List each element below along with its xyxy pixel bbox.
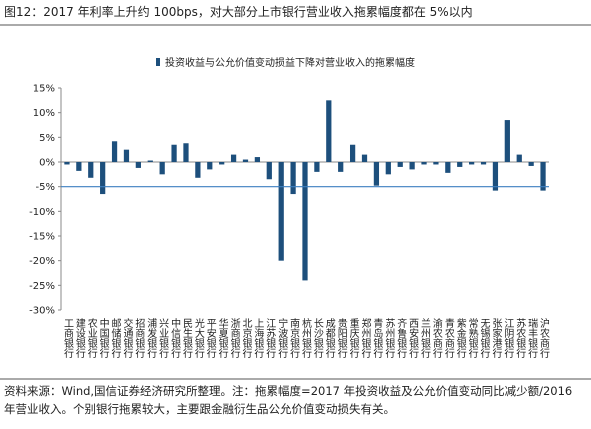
source-line: 资料来源：Wind,国信证券经济研究所整理。注：拖累幅度=2017 年投资收益及… bbox=[4, 384, 572, 398]
bar bbox=[254, 157, 261, 162]
x-tick-label: 瑞丰银行 bbox=[526, 318, 538, 359]
bar bbox=[338, 162, 344, 172]
bar bbox=[373, 162, 380, 186]
bar bbox=[361, 154, 368, 162]
x-tick-label: 江阴银行 bbox=[502, 318, 514, 359]
x-tick-label: 张家港行 bbox=[490, 318, 502, 359]
x-tick-label: 北京银行 bbox=[240, 318, 252, 359]
y-tick-label: -20% bbox=[29, 256, 55, 267]
bar bbox=[278, 162, 284, 261]
x-tick-label: 长沙银行 bbox=[311, 318, 323, 359]
x-tick-label: 农业银行 bbox=[85, 317, 97, 359]
x-tick-label: 平安银行 bbox=[204, 318, 216, 359]
x-tick-label: 交通银行 bbox=[121, 317, 133, 359]
bar bbox=[266, 162, 272, 180]
x-tick-label: 兴业银行 bbox=[157, 318, 169, 359]
y-tick-label: -25% bbox=[29, 281, 55, 292]
x-tick-label: 招商银行 bbox=[133, 317, 145, 359]
source-line: 年营业收入。个别银行拖累较大，主要跟金融衍生品公允价值变动损失有关。 bbox=[4, 402, 395, 416]
x-tick-label: 沪农商行 bbox=[538, 317, 550, 359]
x-tick-label: 南京银行 bbox=[288, 317, 300, 359]
x-tick-label: 成都银行 bbox=[323, 318, 335, 359]
y-tick-label: -10% bbox=[29, 207, 55, 218]
x-tick-label: 中国银行 bbox=[97, 317, 109, 359]
x-tick-label: 重庆银行 bbox=[347, 317, 359, 359]
bar bbox=[171, 144, 177, 162]
bar bbox=[159, 162, 165, 175]
bar bbox=[349, 144, 356, 162]
x-tick-label: 齐鲁银行 bbox=[395, 317, 407, 359]
bar bbox=[242, 159, 249, 162]
bar bbox=[290, 162, 296, 195]
y-tick-label: 15% bbox=[33, 84, 55, 95]
bar bbox=[516, 154, 522, 162]
bar bbox=[230, 154, 237, 162]
x-tick-label: 苏农银行 bbox=[514, 317, 526, 359]
bar bbox=[123, 149, 130, 162]
bar bbox=[100, 162, 106, 195]
bar bbox=[492, 162, 499, 191]
bar bbox=[504, 120, 510, 162]
x-tick-label: 西安银行 bbox=[407, 318, 419, 359]
x-tick-label: 浦发银行 bbox=[145, 317, 157, 359]
bar bbox=[76, 162, 82, 171]
x-tick-label: 青农商行 bbox=[442, 317, 454, 359]
bar bbox=[111, 141, 118, 162]
bar bbox=[385, 162, 391, 175]
bar bbox=[314, 162, 320, 172]
x-tick-label: 紫金银行 bbox=[454, 318, 466, 359]
x-tick-label: 郑州银行 bbox=[359, 317, 371, 359]
x-tick-label: 浙商银行 bbox=[228, 318, 240, 359]
y-tick-label: 5% bbox=[39, 133, 55, 144]
y-tick-label: -30% bbox=[29, 306, 55, 317]
bar bbox=[302, 162, 308, 281]
bar bbox=[64, 162, 70, 165]
bar bbox=[469, 162, 475, 165]
x-tick-label: 光大银行 bbox=[192, 317, 204, 359]
x-tick-label: 上海银行 bbox=[252, 318, 264, 359]
x-tick-label: 邮储银行 bbox=[109, 317, 121, 359]
x-tick-label: 江苏银行 bbox=[264, 318, 276, 359]
legend-swatch bbox=[156, 58, 160, 66]
bar bbox=[195, 162, 201, 178]
y-tick-label: 10% bbox=[33, 108, 55, 119]
x-tick-label: 建设银行 bbox=[73, 317, 85, 359]
bar bbox=[183, 143, 189, 162]
bar bbox=[88, 162, 94, 178]
x-tick-label: 常熟银行 bbox=[466, 317, 478, 359]
y-tick-label: -5% bbox=[36, 182, 55, 193]
bar bbox=[135, 162, 141, 168]
x-tick-label: 渝农商行 bbox=[430, 317, 442, 359]
bar bbox=[409, 162, 415, 170]
x-tick-label: 杭州银行 bbox=[300, 317, 312, 359]
chart-title: 图12：2017 年利率上升约 100bps，对大部分上市银行营业收入拖累幅度都… bbox=[4, 4, 473, 19]
x-tick-label: 兰州银行 bbox=[419, 317, 431, 359]
bar bbox=[421, 162, 427, 165]
bar bbox=[445, 162, 451, 173]
x-tick-label: 贵阳银行 bbox=[335, 317, 347, 359]
bar bbox=[433, 162, 439, 165]
bar bbox=[457, 162, 463, 167]
bar bbox=[326, 100, 332, 162]
x-tick-label: 青岛银行 bbox=[371, 317, 383, 359]
x-tick-label: 华夏银行 bbox=[216, 317, 228, 359]
x-tick-label: 工商银行 bbox=[61, 318, 73, 359]
bar bbox=[480, 162, 487, 165]
bar bbox=[397, 162, 403, 167]
x-tick-label: 无锡银行 bbox=[478, 318, 490, 359]
bar bbox=[147, 160, 153, 162]
bar bbox=[528, 162, 534, 166]
x-tick-label: 民生银行 bbox=[180, 318, 192, 359]
x-tick-label: 宁波银行 bbox=[276, 317, 288, 359]
y-tick-label: -15% bbox=[29, 232, 55, 243]
legend-label: 投资收益与公允价值变动损益下降对营业收入的拖累幅度 bbox=[165, 56, 415, 69]
bar bbox=[219, 162, 225, 165]
bar bbox=[540, 162, 546, 191]
y-tick-label: 0% bbox=[39, 158, 55, 169]
x-tick-label: 苏州银行 bbox=[383, 317, 395, 359]
x-tick-label: 中信银行 bbox=[169, 317, 181, 359]
bar bbox=[207, 162, 213, 170]
